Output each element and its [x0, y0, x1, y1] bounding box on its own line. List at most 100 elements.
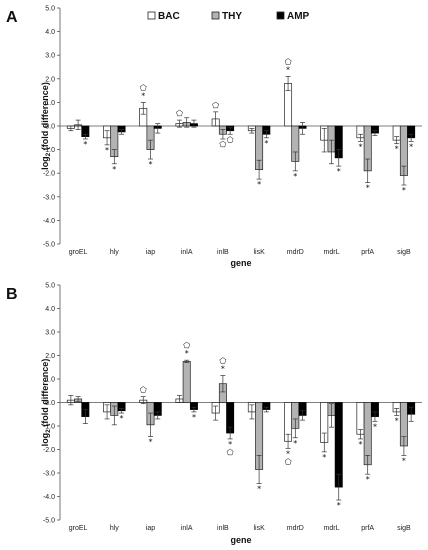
significance-circle: ⬠ — [176, 109, 183, 118]
y-tick-label: 3.0 — [45, 53, 55, 60]
legend-label-bac: BAC — [158, 11, 180, 22]
y-tick-label: -1.0 — [43, 424, 55, 431]
significance-star: * — [395, 416, 399, 425]
x-tick-label: sigB — [397, 249, 411, 256]
x-tick-label: inlA — [181, 249, 193, 256]
chart-panel-a: A -5.0 -4.0 -3.0 -2.0 -1.0 0.0 1.0 2.0 3.0 4.0 5.0 l… — [6, 6, 422, 268]
x-tick-label: mdrL — [324, 249, 340, 256]
significance-star: * — [409, 142, 413, 151]
significance-circle: ⬠ — [140, 386, 147, 395]
significance-star: * — [366, 184, 370, 193]
x-tick-label: lisK — [253, 525, 265, 532]
y-axis-title: log2 (fold difference) — [40, 82, 52, 170]
significance-star: * — [337, 501, 341, 510]
significance-star: * — [286, 449, 290, 458]
significance-star: * — [192, 413, 196, 422]
legend-label-thy: THY — [222, 11, 242, 22]
y-tick-label: -2.0 — [43, 171, 55, 178]
significance-circle: ⬠ — [140, 83, 147, 92]
y-tick-label: 1.0 — [45, 100, 55, 107]
x-tick-label: iap — [146, 249, 155, 256]
significance-star: * — [286, 65, 290, 74]
significance-star: * — [149, 438, 153, 447]
x-axis-title: gene — [230, 258, 251, 268]
significance-star: * — [337, 167, 341, 176]
x-tick-label: groEL — [69, 525, 88, 532]
significance-star: * — [293, 172, 297, 181]
y-tick-label: 4.0 — [45, 29, 55, 36]
y-tick-label: -4.0 — [43, 218, 55, 225]
y-tick-label: 2.0 — [45, 353, 55, 360]
significance-star: * — [395, 145, 399, 154]
significance-star: * — [358, 142, 362, 151]
y-tick-label: 5.0 — [45, 283, 55, 290]
y-tick-label: -3.0 — [43, 194, 55, 201]
y-tick-label: 0.0 — [45, 124, 55, 131]
significance-circle: ⬠ — [227, 135, 234, 144]
significance-star: * — [358, 440, 362, 449]
y-tick-label: -4.0 — [43, 494, 55, 501]
x-tick-label: mdrD — [287, 525, 304, 532]
x-tick-label: inlA — [181, 525, 193, 532]
significance-star: * — [120, 414, 124, 423]
significance-star: * — [221, 364, 225, 373]
legend-swatch-thy — [211, 11, 220, 20]
significance-star: * — [322, 453, 326, 462]
significance-star: * — [293, 439, 297, 448]
significance-star: * — [402, 456, 406, 465]
x-tick-label: inlB — [217, 525, 229, 532]
y-tick-label: -1.0 — [43, 147, 55, 154]
significance-star: * — [257, 180, 261, 189]
significance-circle: ⬠ — [183, 341, 190, 350]
legend-swatch-bac — [147, 11, 156, 20]
significance-circle: ⬠ — [227, 448, 234, 457]
y-tick-label: 3.0 — [45, 330, 55, 337]
bar-thy — [182, 361, 191, 403]
x-tick-label: hly — [110, 525, 119, 532]
x-tick-label: prfA — [361, 249, 374, 256]
significance-star: * — [83, 140, 87, 149]
significance-circle: ⬠ — [285, 57, 292, 66]
significance-star: * — [402, 186, 406, 195]
y-axis-title: log2 (fold difference) — [40, 359, 52, 447]
legend-label-amp: AMP — [287, 11, 310, 22]
panel-letter: A — [6, 9, 18, 26]
legend-swatch-amp — [276, 11, 285, 20]
x-tick-label: lisK — [253, 249, 265, 256]
panel-letter: B — [6, 286, 18, 303]
significance-star: * — [185, 349, 189, 358]
y-tick-label: -3.0 — [43, 471, 55, 478]
x-tick-label: sigB — [397, 525, 411, 532]
x-axis-title: gene — [230, 535, 251, 545]
chart-panel-b: B -5.0 -4.0 -3.0 -2.0 -1.0 0.0 1.0 2.0 3.0 4.0 5.0 l… — [6, 283, 422, 545]
y-tick-label: -5.0 — [43, 518, 55, 525]
y-tick-label: 0.0 — [45, 400, 55, 407]
significance-star: * — [366, 475, 370, 484]
significance-circle: ⬠ — [285, 457, 292, 466]
x-tick-label: inlB — [217, 249, 229, 256]
y-tick-label: 4.0 — [45, 306, 55, 313]
significance-star: * — [149, 160, 153, 169]
x-tick-label: iap — [146, 525, 155, 532]
y-tick-label: -2.0 — [43, 447, 55, 454]
y-tick-label: -5.0 — [43, 242, 55, 249]
significance-circle: ⬠ — [219, 356, 226, 365]
y-tick-label: 5.0 — [45, 6, 55, 13]
significance-star: * — [228, 440, 232, 449]
x-tick-label: groEL — [69, 249, 88, 256]
x-tick-label: prfA — [361, 525, 374, 532]
significance-star: * — [373, 422, 377, 431]
significance-star: * — [112, 165, 116, 174]
significance-circle: ⬠ — [219, 140, 226, 149]
y-tick-label: 1.0 — [45, 377, 55, 384]
significance-star: * — [105, 146, 109, 155]
x-tick-label: hly — [110, 249, 119, 256]
significance-star: * — [141, 91, 145, 100]
x-tick-label: mdrL — [324, 525, 340, 532]
y-tick-label: 2.0 — [45, 76, 55, 83]
x-tick-label: mdrD — [287, 249, 304, 256]
significance-star: * — [257, 485, 261, 494]
significance-star: * — [264, 139, 268, 148]
significance-circle: ⬠ — [212, 101, 219, 110]
